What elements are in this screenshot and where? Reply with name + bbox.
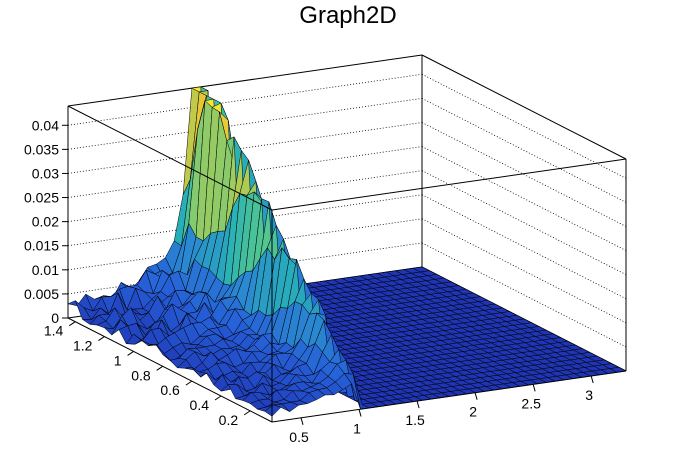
frame-edge [67, 54, 423, 107]
frame-edge [67, 317, 273, 423]
x-tick-label: 2 [469, 404, 477, 420]
x-tick-mark [300, 417, 304, 425]
x-tick-label: 0.5 [289, 429, 309, 445]
x-tick-mark [590, 375, 594, 384]
z-gridline [421, 122, 627, 227]
z-tick-label: 0.02 [32, 214, 59, 230]
frame-edge [271, 158, 627, 211]
axis-ticks: 0 0.005 0.01 0.015 0.02 0.025 0.03 0.035 0.04 0.2… [24, 117, 594, 445]
z-tick-label: 0.025 [24, 190, 59, 206]
y-tick-label: 1.4 [44, 323, 64, 339]
z-gridline [421, 218, 627, 324]
z-tick-label: 0.035 [24, 141, 59, 157]
x-tick-mark [532, 384, 536, 392]
front-frame [67, 105, 627, 423]
z-gridline [421, 194, 627, 300]
chart-title: Graph2D [299, 2, 397, 29]
y-tick-label: 1.2 [73, 338, 93, 354]
y-tick-label: 0.2 [219, 412, 239, 428]
z-gridline [421, 73, 627, 179]
x-tick-label: 2.5 [521, 395, 541, 411]
x-tick-mark [416, 400, 420, 409]
y-tick-mark [98, 336, 105, 341]
y-tick-label: 0.6 [160, 382, 180, 398]
y-tick-mark [69, 321, 76, 327]
z-gridline [67, 97, 423, 150]
z-tick-label: 0.04 [32, 117, 59, 133]
y-tick-mark [243, 410, 251, 416]
x-tick-label: 1 [353, 420, 361, 436]
frame-edge [271, 370, 627, 423]
x-tick-label: 1.5 [405, 412, 425, 428]
z-tick-label: 0.015 [24, 238, 59, 254]
y-tick-label: 0.4 [190, 397, 210, 413]
z-gridline [421, 146, 627, 251]
z-tick-label: 0.005 [24, 286, 59, 302]
y-tick-label: 0.8 [131, 367, 151, 383]
z-gridline [67, 73, 423, 126]
x-tick-label: 3 [585, 387, 593, 403]
y-tick-mark [127, 351, 134, 356]
z-gridline [421, 170, 627, 275]
frame-edge [67, 105, 273, 211]
y-tick-mark [185, 380, 193, 386]
y-tick-mark [214, 395, 222, 401]
z-tick-label: 0.03 [32, 165, 59, 181]
z-gridline [421, 98, 627, 203]
y-tick-mark [156, 365, 163, 371]
x-tick-mark [474, 392, 478, 400]
x-tick-mark [358, 409, 362, 417]
z-gridline [421, 242, 627, 348]
frame-edge [421, 54, 627, 160]
y-tick-label: 1 [114, 352, 122, 368]
z-tick-label: 0 [51, 310, 59, 326]
surface-mesh [67, 86, 627, 417]
z-tick-label: 0.01 [32, 262, 59, 278]
